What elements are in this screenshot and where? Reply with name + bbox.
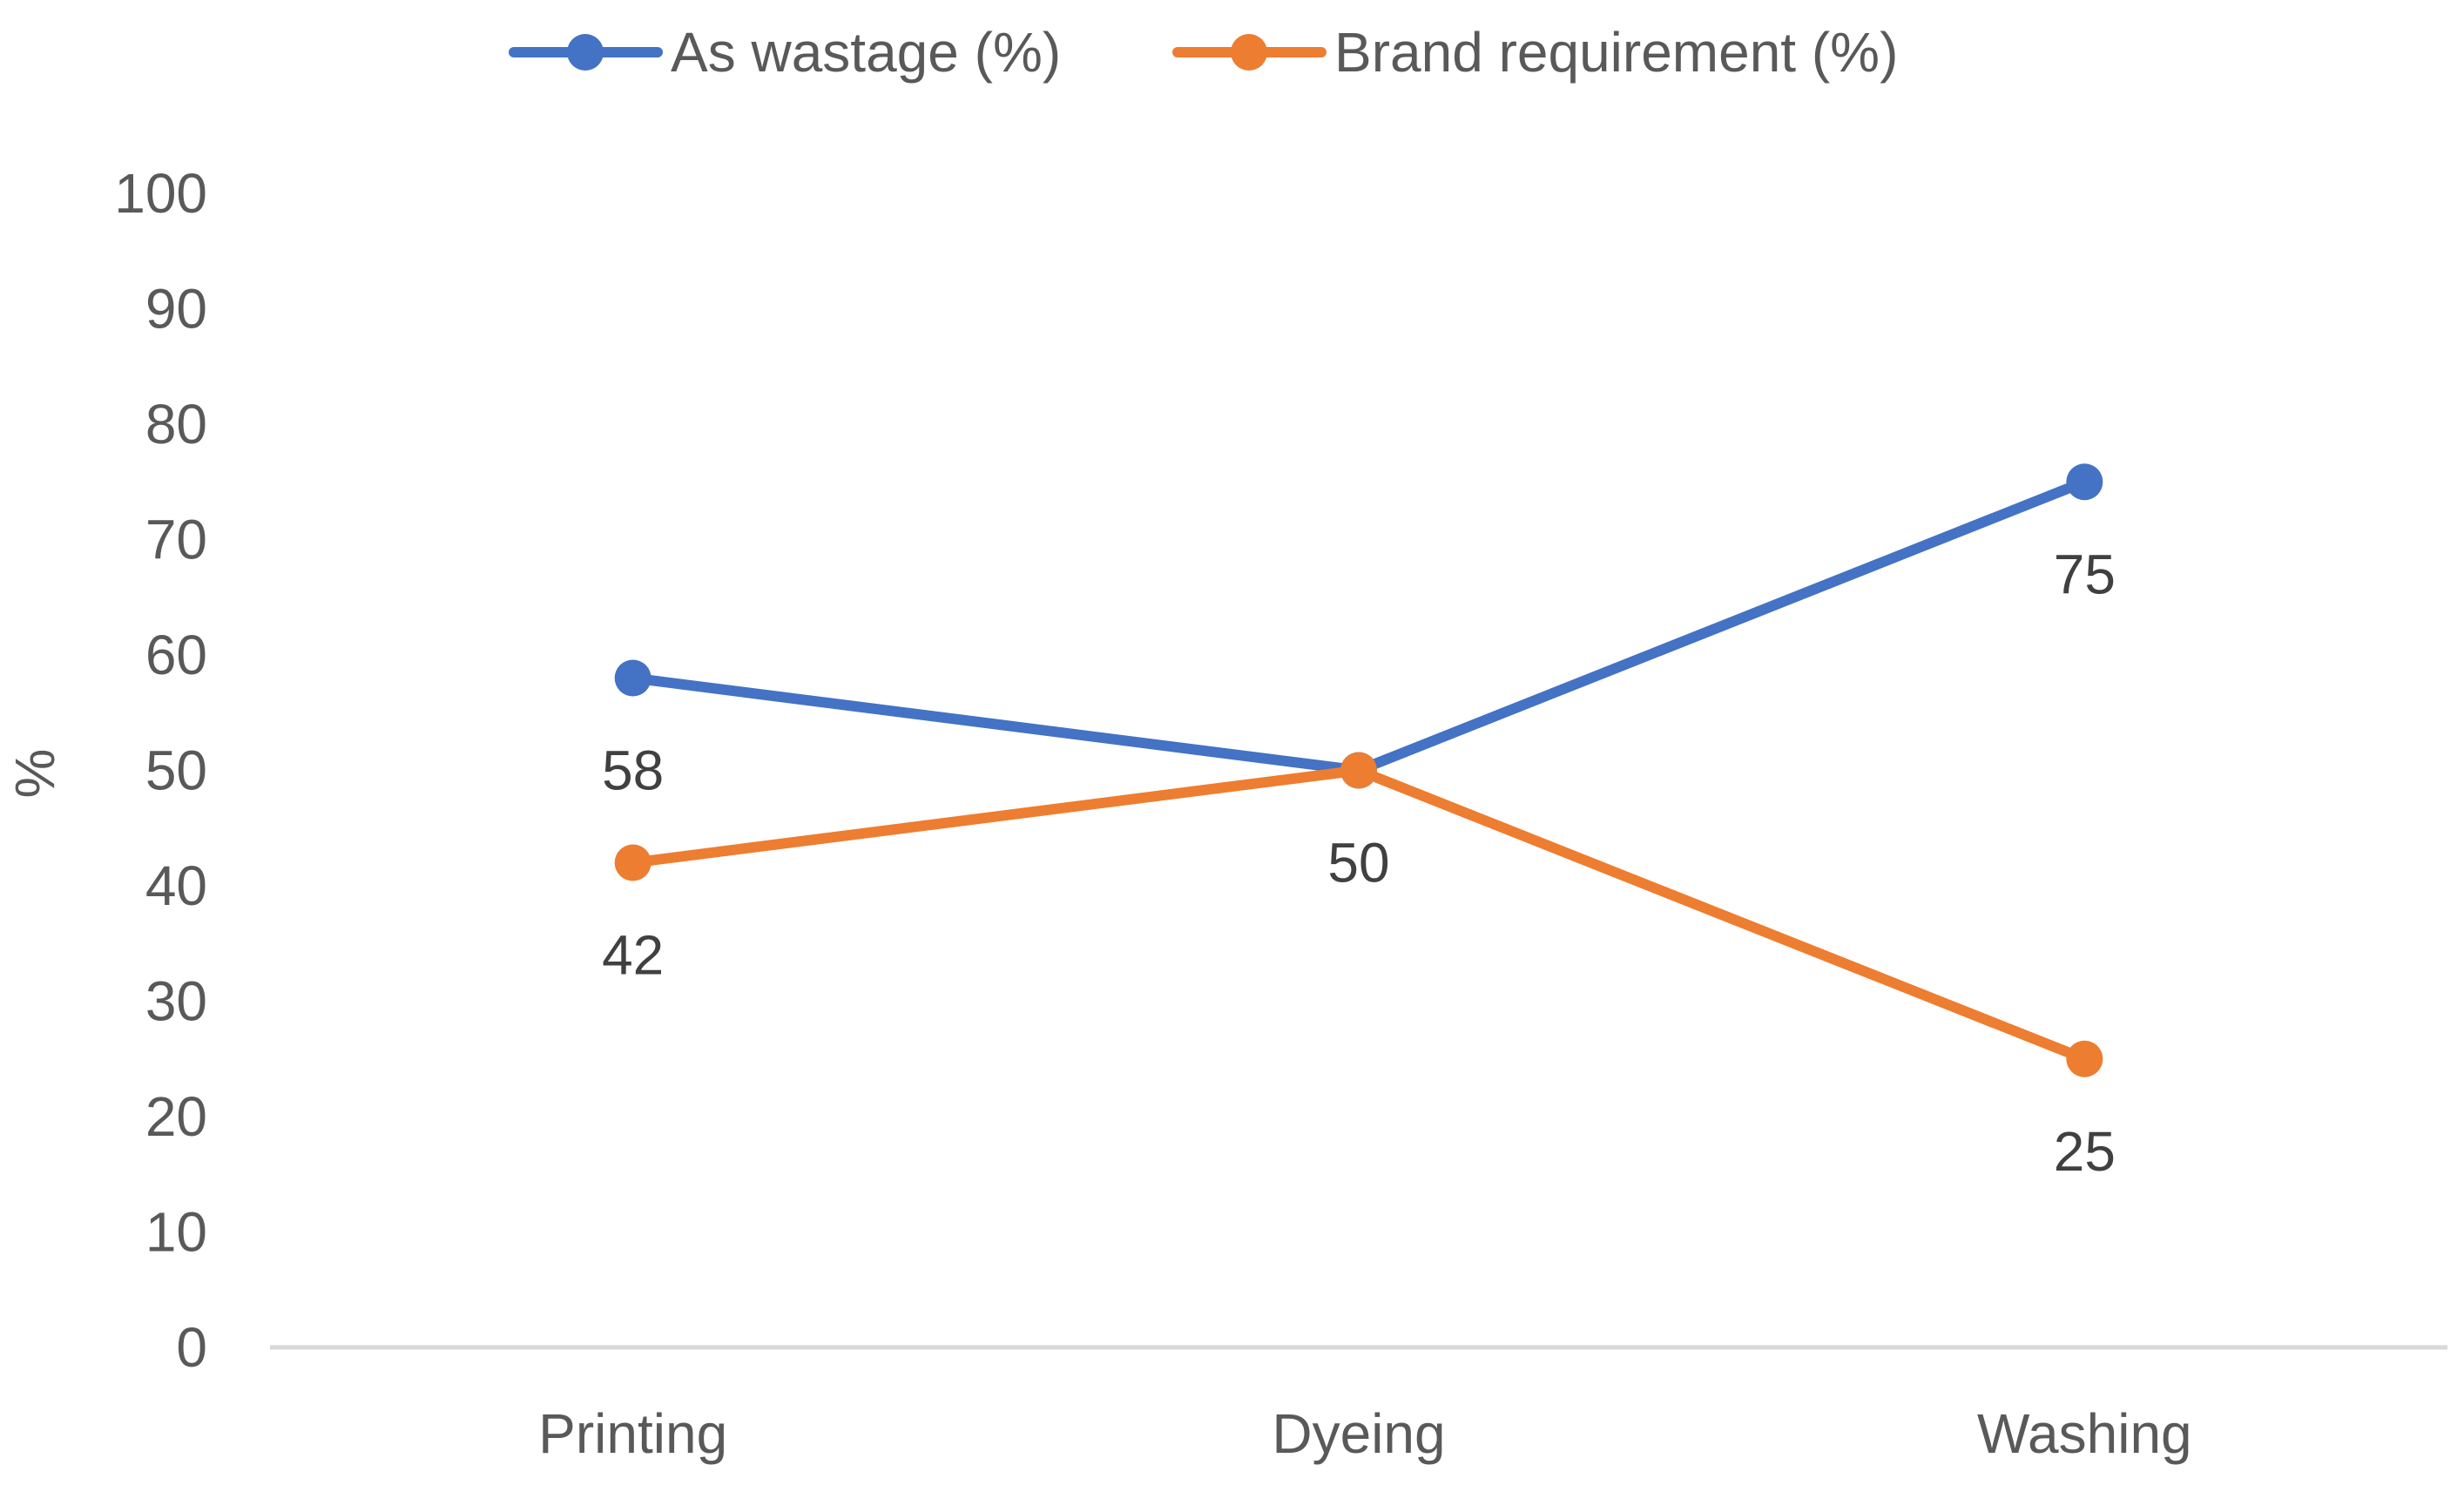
x-tick-label: Washing <box>1977 1402 2192 1465</box>
data-label: 42 <box>602 924 664 987</box>
y-tick-label: 50 <box>145 739 207 802</box>
y-tick-label: 20 <box>145 1085 207 1148</box>
y-tick-label: 30 <box>145 970 207 1033</box>
x-tick-label: Printing <box>538 1402 727 1465</box>
legend-dot-marker <box>1231 34 1267 71</box>
y-tick-label: 70 <box>145 509 207 571</box>
y-tick-label: 10 <box>145 1201 207 1264</box>
series-line-1 <box>627 765 2090 1064</box>
legend: As wastage (%) Brand requirement (%) <box>509 21 1898 84</box>
y-tick-label: 40 <box>145 854 207 917</box>
data-label: 50 <box>1327 832 1389 894</box>
data-point <box>1340 752 1377 789</box>
legend-item: Brand requirement (%) <box>1172 21 1898 84</box>
y-tick-label: 0 <box>176 1316 207 1379</box>
data-point <box>614 844 651 881</box>
y-tick-label: 100 <box>114 162 207 225</box>
data-point <box>2066 1040 2103 1077</box>
y-axis-title: % <box>3 749 66 799</box>
legend-dot-marker <box>567 34 604 71</box>
data-labels: 58 50 75 42 25 <box>602 543 2116 1183</box>
y-tick-label: 80 <box>145 393 207 456</box>
x-tick-label: Dyeing <box>1272 1402 1445 1465</box>
data-label: 75 <box>2054 543 2116 605</box>
series-line-0 <box>627 476 2090 776</box>
data-point <box>2066 463 2103 501</box>
y-tick-label: 90 <box>145 278 207 341</box>
data-label: 58 <box>602 739 664 802</box>
legend-label: Brand requirement (%) <box>1334 21 1898 84</box>
legend-item: As wastage (%) <box>509 21 1061 84</box>
series-lines <box>614 463 2103 1077</box>
x-axis-ticks: Printing Dyeing Washing <box>538 1402 2191 1465</box>
legend-label: As wastage (%) <box>671 21 1061 84</box>
y-axis-ticks: 0 10 20 30 40 50 60 70 80 90 100 <box>114 162 207 1379</box>
data-point <box>614 659 651 697</box>
data-label: 25 <box>2054 1120 2116 1183</box>
y-tick-label: 60 <box>145 624 207 686</box>
